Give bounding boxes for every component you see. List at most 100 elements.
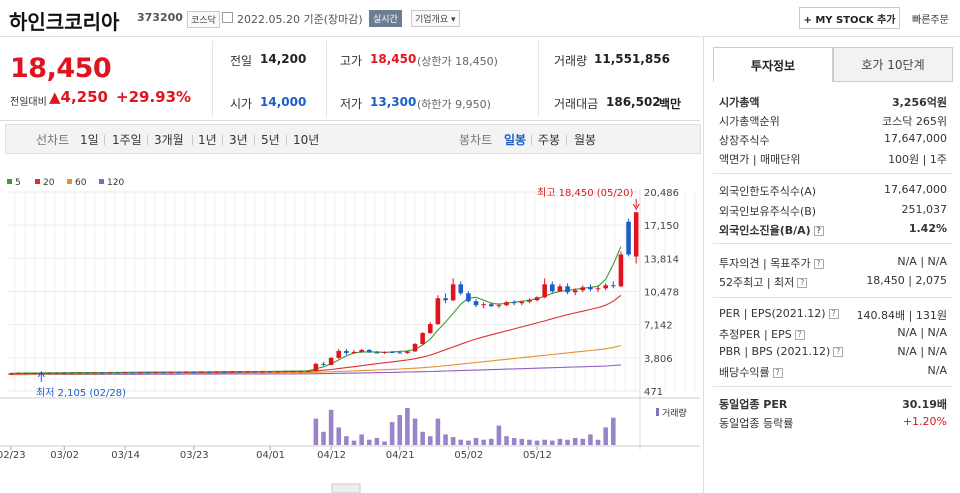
candle-body [374,352,380,354]
candle-body [100,372,105,374]
help-icon[interactable]: ? [813,226,824,236]
min-arrow-head [37,371,45,378]
help-icon[interactable]: ? [772,368,783,378]
max-arrow-head [632,203,640,210]
volume-bar [588,434,593,445]
period-monthly[interactable]: 월봉 [574,133,597,147]
tab-orderbook[interactable]: 호가 10단계 [833,47,953,82]
volume-bar [542,439,547,445]
divider [286,135,287,145]
volume-bar [328,409,334,445]
volume-bar [473,437,479,445]
help-icon[interactable]: ? [828,309,839,319]
period-3m[interactable]: 3개월 [154,133,184,147]
opinion-label: 투자의견 | 목표주가 [719,257,811,270]
volume-bar [504,436,509,445]
change-percent: +29.93% [116,88,192,106]
price-chart[interactable]: 5 20 60 120 20,486 17,150 13,814 10,478 7,14… [0,160,700,493]
candle-body [168,372,174,374]
period-5y[interactable]: 5년 [261,133,280,147]
period-1d[interactable]: 1일 [80,133,99,147]
line-chart-tab[interactable]: 선차트 [36,133,70,147]
period-3y[interactable]: 3년 [229,133,248,147]
volume-label: 거래량 [554,54,588,68]
help-icon[interactable]: ? [797,278,808,288]
week52-value: 18,450 | 2,075 [866,274,947,287]
candle-body [603,285,608,289]
y-tick-label: 13,814 [644,254,679,265]
candle-body [237,371,242,373]
y-tick-label: 3,806 [644,354,673,365]
volume-bar [382,441,387,445]
divider [254,135,255,145]
quick-order-link[interactable]: 빠른주문 [912,15,949,26]
candle-body [229,371,235,373]
candle-body [46,372,52,374]
volume-bar [397,415,403,445]
period-10y[interactable]: 10년 [293,133,320,147]
company-overview-dropdown[interactable]: 기업개요 ▾ [411,10,460,27]
foreign-ratio-value: 1.42% [908,222,947,235]
candle-chart-tab[interactable]: 봉차트 [459,133,493,147]
low-label: 저가 [340,97,363,111]
candle-body [496,305,502,307]
y-tick-label: 471 [644,387,663,398]
candle-body [115,372,120,374]
x-tick-label: 03/14 [111,450,140,461]
candle-body [397,352,403,354]
volume-bar [458,439,464,445]
x-tick-label: 04/21 [386,450,415,461]
volume-bar [359,434,364,445]
tab-investment-info[interactable]: 투자정보 [713,47,833,82]
period-daily[interactable]: 일봉 [504,133,527,147]
calendar-icon [222,12,233,23]
realtime-badge[interactable]: 실시간 [369,10,402,27]
rank-value: 코스닥 265위 [882,115,947,128]
divider [192,135,193,145]
x-tick-label: 05/12 [523,450,552,461]
high-value: 18,450 [370,52,417,66]
period-1y[interactable]: 1년 [198,133,217,147]
candle-body [405,351,410,353]
x-tick-label: 04/01 [256,450,285,461]
candle-body [481,304,486,306]
chart-expand-handle[interactable] [331,483,361,493]
investment-info-panel [703,37,960,493]
foreign-hold-label: 외국인보유주식수(B) [719,205,817,218]
volume-bar [405,408,410,445]
candle-body [214,371,220,373]
candle-body [16,373,21,375]
candle-body [344,350,349,353]
help-icon[interactable]: ? [794,330,805,340]
legend-ma120: 120 [107,178,124,188]
legend-ma60-swatch [67,179,72,184]
legend-ma20-swatch [35,179,40,184]
legend-ma120-swatch [99,179,104,184]
my-stock-add-button[interactable]: + MY STOCK 추가 [799,7,900,29]
candle-body [542,284,547,298]
candle-body [138,372,143,374]
volume-bar [412,418,418,445]
candle-body [427,324,433,334]
sector-per-label[interactable]: 동일업종 PER [719,398,788,411]
candle-body [39,372,44,374]
divider [713,243,953,244]
candle-body [328,357,334,365]
ma20-line [10,294,622,375]
help-icon[interactable]: ? [813,259,824,269]
period-weekly[interactable]: 주봉 [538,133,561,147]
candle-body [305,371,311,373]
period-1w[interactable]: 1주일 [112,133,142,147]
candle-body [61,372,67,374]
volume-bar [496,425,502,445]
legend-ma5-swatch [7,179,12,184]
volume-legend-swatch [656,408,659,416]
help-icon[interactable]: ? [833,347,844,357]
candle-body [336,350,342,358]
candle-body [54,372,59,374]
candle-body [366,349,372,353]
volume-axis-label: 거래량 [662,407,687,419]
volume-bar [580,438,586,445]
stock-header [0,0,960,37]
sector-change-label[interactable]: 동일업종 등락률 [719,417,794,430]
